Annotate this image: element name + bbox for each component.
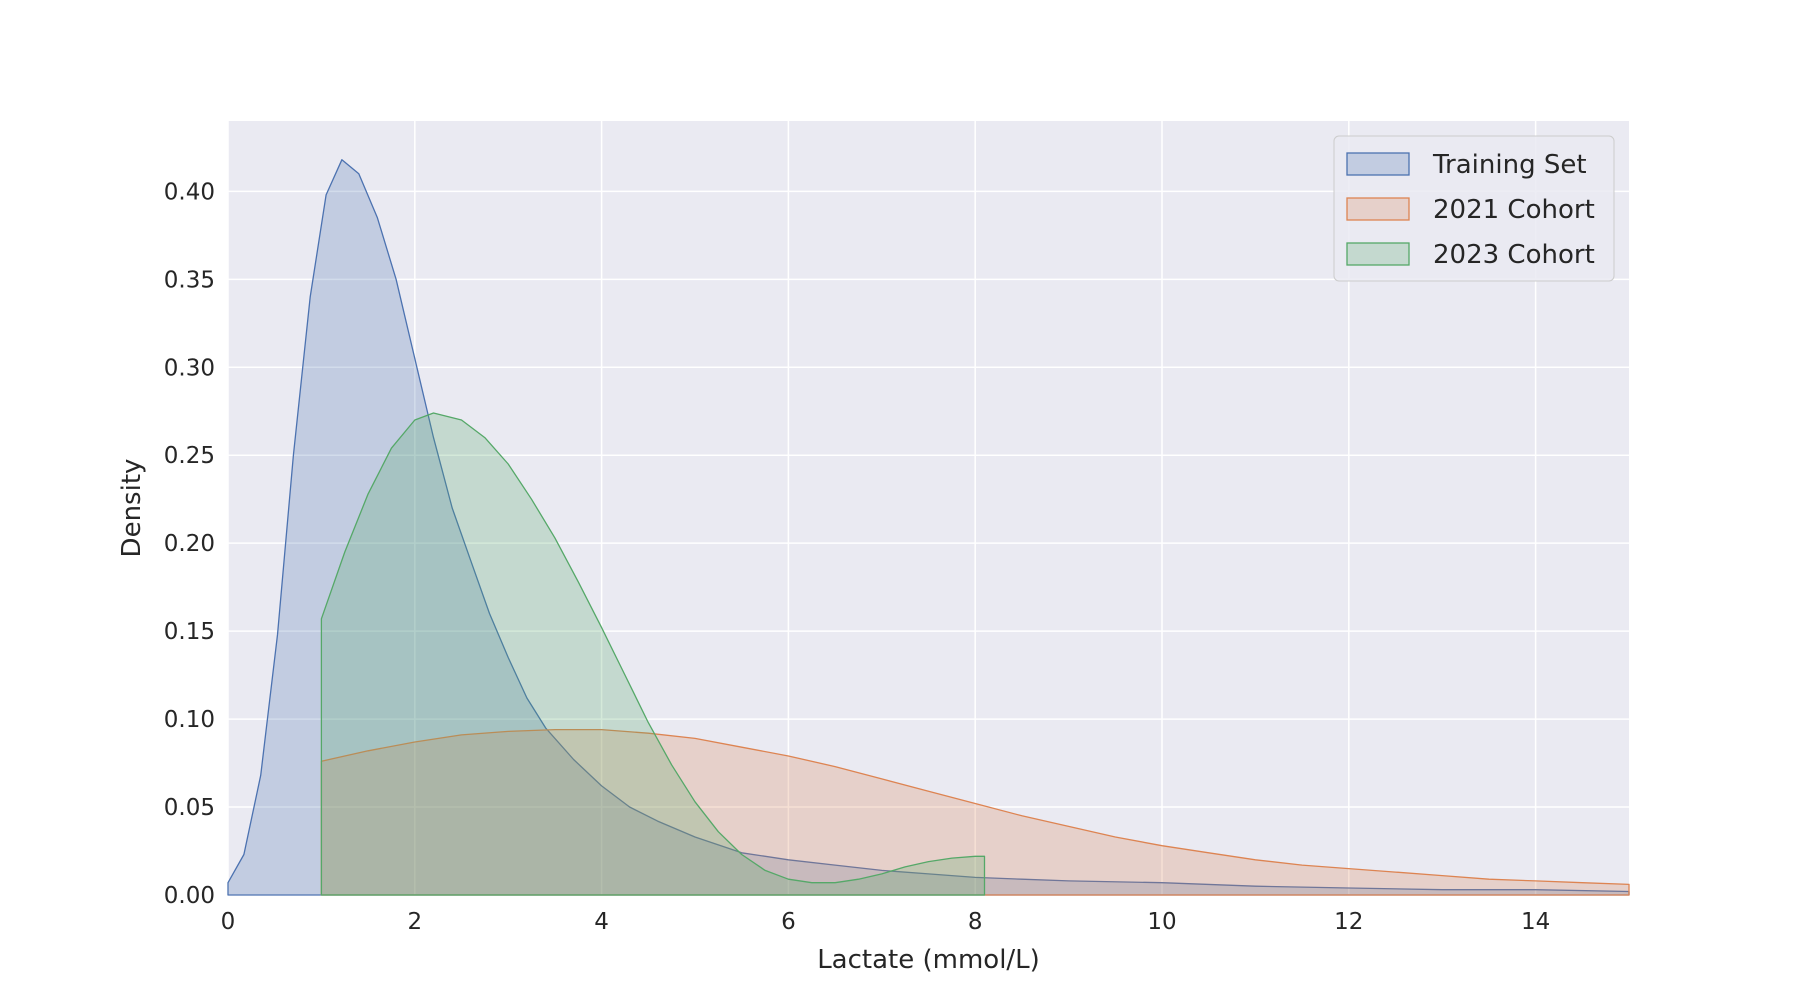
y-tick-label: 0.40 — [164, 179, 215, 205]
y-tick-label: 0.15 — [164, 619, 215, 645]
legend-box — [1333, 135, 1615, 282]
x-tick-label: 2 — [407, 909, 422, 935]
y-tick-label: 0.20 — [164, 531, 215, 557]
y-axis-label: Density — [117, 459, 147, 558]
y-tick-label: 0.00 — [164, 883, 215, 909]
series-area-2021-cohort — [321, 729, 1629, 895]
x-tick-label: 4 — [594, 909, 609, 935]
series-area-2023-cohort — [321, 413, 985, 895]
x-tick-label: 12 — [1334, 909, 1363, 935]
legend-swatch-2023-cohort — [1346, 242, 1410, 266]
x-tick-label: 10 — [1147, 909, 1176, 935]
y-tick-label: 0.35 — [164, 267, 215, 293]
x-tick-label: 6 — [781, 909, 796, 935]
x-tick-label: 14 — [1521, 909, 1550, 935]
x-tick-label: 8 — [968, 909, 983, 935]
legend-label-training-set: Training Set — [1432, 150, 1587, 180]
x-axis-label: Lactate (mmol/L) — [817, 945, 1040, 975]
series-line-2021-cohort — [320, 728, 1630, 896]
series-area-training-set — [228, 159, 1629, 895]
legend-swatch-training-set — [1346, 152, 1410, 176]
y-tick-label: 0.10 — [164, 707, 215, 733]
series-line-training-set — [227, 159, 1630, 896]
x-axis-ticks: 0 2 4 6 8 10 12 14 — [221, 909, 1551, 935]
x-tick-label: 0 — [221, 909, 236, 935]
series-layer — [227, 159, 1630, 896]
series-line-2023-cohort — [320, 412, 986, 896]
y-tick-label: 0.25 — [164, 443, 215, 469]
y-tick-label: 0.30 — [164, 355, 215, 381]
y-tick-label: 0.05 — [164, 795, 215, 821]
legend-label-2023-cohort: 2023 Cohort — [1433, 240, 1595, 270]
legend-swatch-2021-cohort — [1346, 197, 1410, 221]
legend: Training Set 2021 Cohort 2023 Cohort — [1333, 135, 1615, 282]
legend-label-2021-cohort: 2021 Cohort — [1433, 195, 1595, 225]
y-axis-ticks: 0.00 0.05 0.10 0.15 0.20 0.25 0.30 0.35 0.40 — [164, 179, 215, 909]
